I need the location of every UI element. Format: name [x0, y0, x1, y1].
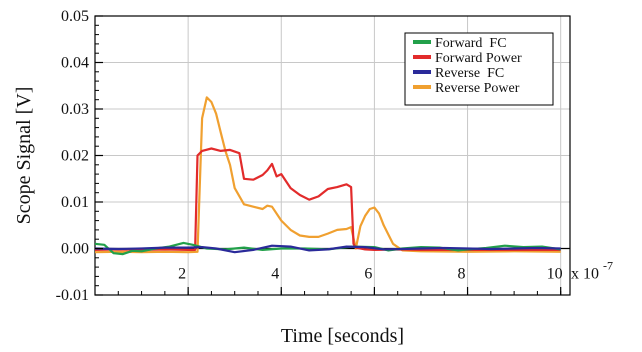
x-axis-multiplier: x 10 -7 — [571, 259, 613, 283]
y-tick-label: 0.02 — [61, 148, 89, 165]
y-axis-title: Scope Signal [V] — [13, 87, 35, 225]
series-line-1 — [94, 147, 561, 251]
legend-box — [404, 32, 554, 106]
x-tick-label: 10 — [547, 266, 563, 283]
x-tick-label: 8 — [458, 266, 466, 283]
legend-label: Reverse Power — [435, 81, 520, 96]
y-tick-label: 0.04 — [61, 55, 89, 72]
x-axis-multiplier-base: x 10 — [571, 266, 599, 283]
y-tick-label: 0.05 — [61, 8, 89, 25]
series-line-3 — [94, 96, 561, 254]
y-tick-label: -0.01 — [56, 287, 89, 304]
y-tick-label: 0.03 — [61, 101, 89, 118]
x-tick-label: 2 — [178, 266, 186, 283]
legend-label: Forward Power — [435, 51, 522, 66]
x-axis-multiplier-exponent: -7 — [603, 259, 613, 273]
x-tick-label: 4 — [271, 266, 279, 283]
x-axis-title: Time [seconds] — [281, 325, 404, 347]
series-line-2 — [94, 244, 561, 254]
legend-label: Reverse FC — [435, 66, 504, 81]
series-lines — [94, 96, 561, 256]
x-tick-label: 6 — [364, 266, 372, 283]
legend-label: Forward FC — [435, 36, 507, 51]
x-axis-ticks: 2 4 6 8 10 — [117, 266, 563, 295]
y-tick-label: 0.01 — [61, 194, 89, 211]
y-tick-label: 0.00 — [61, 241, 89, 258]
y-axis-ticks: -0.01 0.00 0.01 0.02 0.03 0.04 0.05 — [56, 8, 103, 304]
